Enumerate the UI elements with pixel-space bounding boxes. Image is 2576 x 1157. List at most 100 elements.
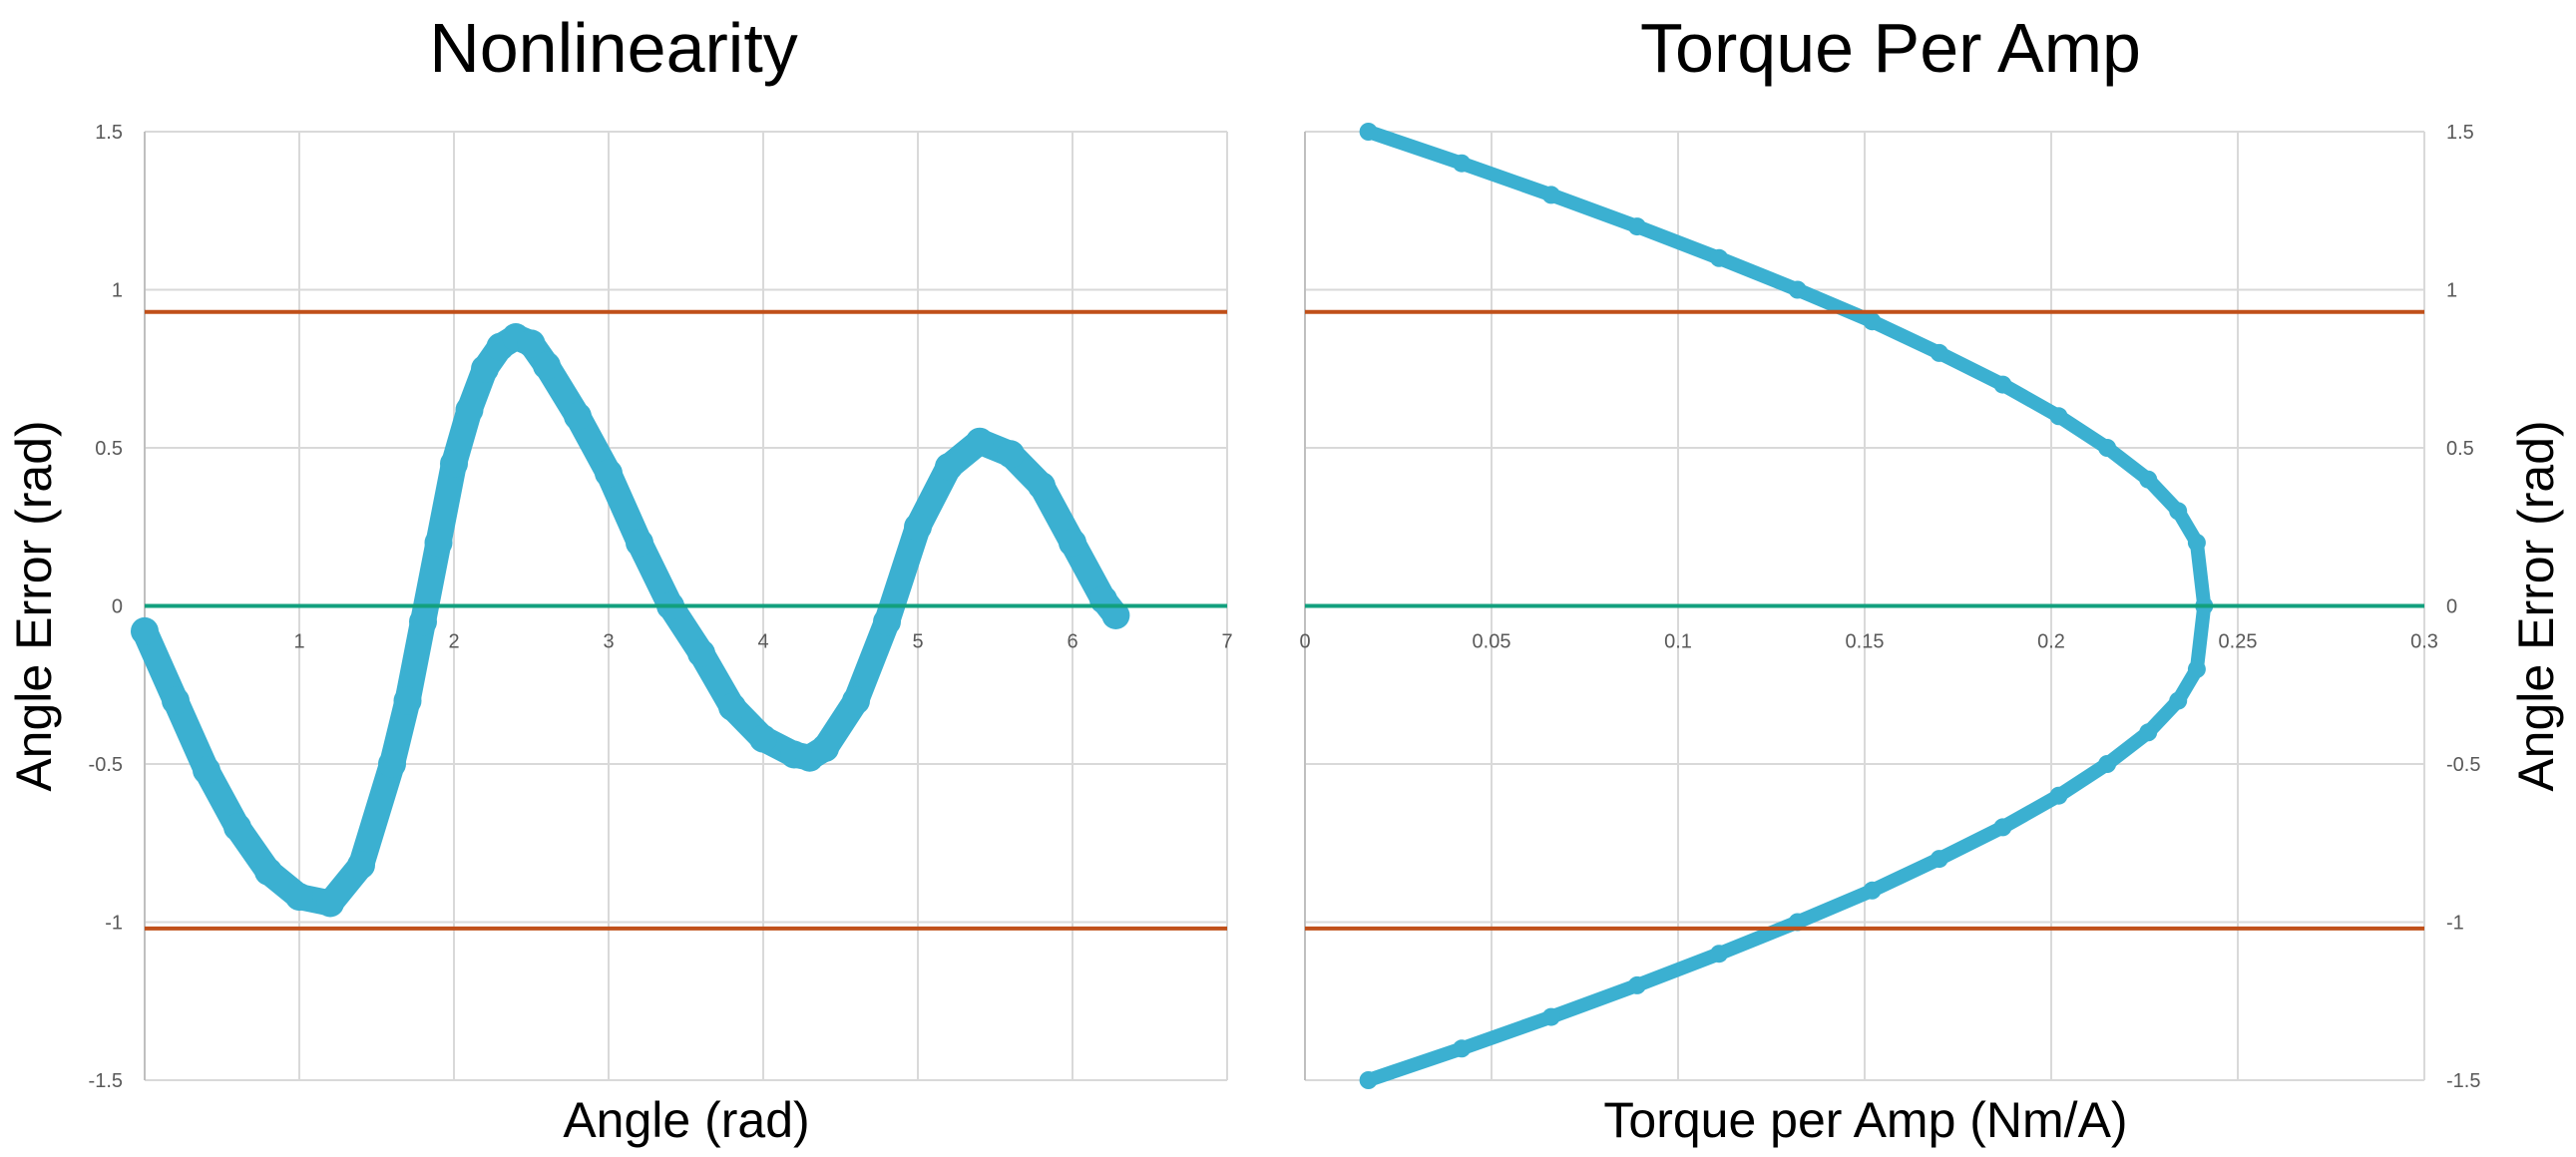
x-tick-label: 5: [912, 631, 923, 653]
data-point: [1101, 601, 1130, 629]
data-point: [1359, 1071, 1378, 1089]
y-tick-label: -0.5: [89, 754, 123, 776]
data-point: [564, 402, 592, 431]
data-point: [904, 513, 932, 542]
data-point: [626, 529, 653, 558]
y-tick-label: 1.5: [95, 122, 123, 144]
chart-2: 1.5 1 0.5 0 -0.5 -1 -1.5 0 0.05 0.1 0.15 0.2 0.25 0.3…: [1299, 9, 2564, 1148]
data-point: [811, 734, 839, 763]
data-point: [1993, 818, 2012, 837]
data-point: [842, 686, 870, 715]
x-tick-label: 1: [293, 631, 304, 653]
data-point: [533, 351, 561, 380]
data-point: [1993, 375, 2012, 394]
x-tick-label: 6: [1067, 631, 1077, 653]
y-tick-label: 1.5: [2446, 122, 2474, 144]
data-point: [595, 459, 623, 488]
data-point: [2187, 534, 2206, 553]
data-point: [2098, 439, 2117, 457]
data-point: [1541, 186, 1560, 204]
series: [131, 323, 1130, 918]
data-point: [254, 857, 282, 886]
data-point: [440, 449, 468, 478]
y-tick-label: 0: [2446, 596, 2457, 618]
data-point: [393, 686, 422, 715]
data-point: [1863, 881, 1882, 900]
y-tick-label: 0.5: [2446, 438, 2474, 460]
data-point: [347, 851, 375, 880]
x-tick-label: 3: [603, 631, 614, 653]
chart-title: Nonlinearity: [429, 9, 798, 87]
y-tick-label: 0.5: [95, 438, 123, 460]
data-point: [409, 607, 437, 636]
data-point: [2187, 659, 2206, 678]
data-point: [1453, 1039, 1472, 1058]
data-point: [997, 440, 1025, 469]
data-point: [2049, 786, 2068, 805]
data-point: [687, 639, 715, 667]
x-tick-label: 0: [1299, 631, 1310, 653]
data-point: [749, 724, 777, 753]
data-point: [1710, 248, 1729, 267]
data-point: [1359, 123, 1378, 141]
y-tick-label: -1.5: [2446, 1070, 2480, 1092]
data-point: [1710, 945, 1729, 964]
data-point: [2139, 470, 2158, 489]
x-tick-label: 0.2: [2037, 631, 2065, 653]
data-point: [2169, 691, 2188, 710]
y-tick-label: -0.5: [2446, 754, 2480, 776]
data-point: [1541, 1007, 1560, 1026]
data-point: [1930, 850, 1948, 869]
data-point: [285, 883, 313, 912]
y-tick-label: 1: [2446, 280, 2457, 302]
data-point: [517, 329, 546, 358]
data-point: [1627, 975, 1646, 994]
x-tick-label: 0.25: [2219, 631, 2258, 653]
y-tick-label: -1: [105, 913, 123, 935]
data-point: [162, 686, 190, 715]
x-tick-label: 0.1: [1664, 631, 1692, 653]
data-point: [455, 396, 484, 424]
data-point: [2049, 407, 2068, 426]
x-tick-label: 0.05: [1473, 631, 1511, 653]
chart-title: Torque Per Amp: [1640, 9, 2141, 87]
data-point: [471, 354, 499, 383]
data-point: [1627, 217, 1646, 236]
data-point: [1863, 312, 1882, 331]
data-point: [1028, 472, 1056, 500]
data-point: [424, 529, 453, 558]
x-tick-label: 0.3: [2410, 631, 2438, 653]
data-point: [966, 427, 994, 456]
data-point: [718, 692, 746, 721]
y-tick-label: -1: [2446, 913, 2464, 935]
data-point: [873, 607, 901, 636]
data-point: [1059, 529, 1086, 558]
x-tick-label: 4: [757, 631, 768, 653]
y-tick-label: 0: [112, 596, 123, 618]
data-point: [935, 453, 963, 481]
data-point: [378, 750, 406, 778]
data-point: [316, 889, 344, 918]
data-point: [1453, 154, 1472, 173]
data-point: [2139, 723, 2158, 742]
series-line: [132, 324, 1129, 917]
data-point: [223, 813, 251, 842]
data-point: [193, 756, 220, 785]
x-tick-label: 7: [1221, 631, 1232, 653]
y-tick-label: -1.5: [89, 1070, 123, 1092]
x-tick-label: 2: [448, 631, 459, 653]
data-point: [2169, 502, 2188, 521]
x-tick-label: 0.15: [1846, 631, 1885, 653]
y-axis-title: Angle Error (rad): [6, 420, 62, 791]
data-point: [131, 616, 159, 645]
y-tick-label: 1: [112, 280, 123, 302]
chart-1: 1.510.50-0.5-1-1.501234567NonlinearityAn…: [6, 9, 1232, 1148]
y-axis-title: Angle Error (rad): [2508, 420, 2564, 791]
data-point: [2098, 755, 2117, 773]
data-point: [1930, 343, 1948, 362]
x-axis-title: Torque per Amp (Nm/A): [1603, 1092, 2127, 1148]
x-axis-title: Angle (rad): [563, 1092, 809, 1148]
data-point: [1788, 280, 1807, 299]
